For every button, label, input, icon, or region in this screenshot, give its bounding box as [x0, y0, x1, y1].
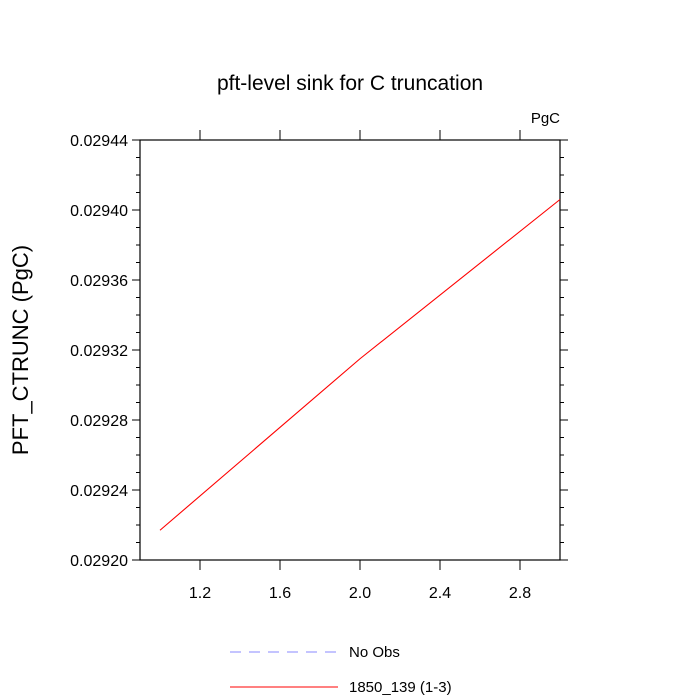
x-tick-label: 2.4: [429, 585, 451, 602]
x-tick-label: 2.0: [349, 585, 371, 602]
y-tick-label: 0.02928: [70, 413, 128, 430]
x-tick-label: 1.2: [189, 585, 211, 602]
legend: No Obs 1850_139 (1-3): [230, 644, 452, 696]
y-tick-label: 0.02932: [70, 343, 128, 360]
plot-frame: [139, 139, 561, 561]
plot-area: 0.02920 0.02924 0.02928 0.02932 0.02936 0.029…: [70, 130, 568, 602]
y-tick-label: 0.02920: [70, 553, 128, 570]
y-tick-label: 0.02940: [70, 203, 128, 220]
chart-title: pft-level sink for C truncation: [217, 72, 483, 95]
legend-label: No Obs: [349, 644, 400, 661]
y-axis-label: PFT_CTRUNC (PgC): [8, 245, 33, 455]
x-tick-label: 1.6: [269, 585, 291, 602]
legend-label: 1850_139 (1-3): [349, 679, 452, 696]
units-label: PgC: [531, 110, 560, 127]
y-tick-label: 0.02924: [70, 483, 128, 500]
y-tick-label: 0.02936: [70, 273, 128, 290]
y-tick-label: 0.02944: [70, 133, 128, 150]
x-tick-label: 2.8: [509, 585, 531, 602]
series-line: [159, 199, 561, 531]
